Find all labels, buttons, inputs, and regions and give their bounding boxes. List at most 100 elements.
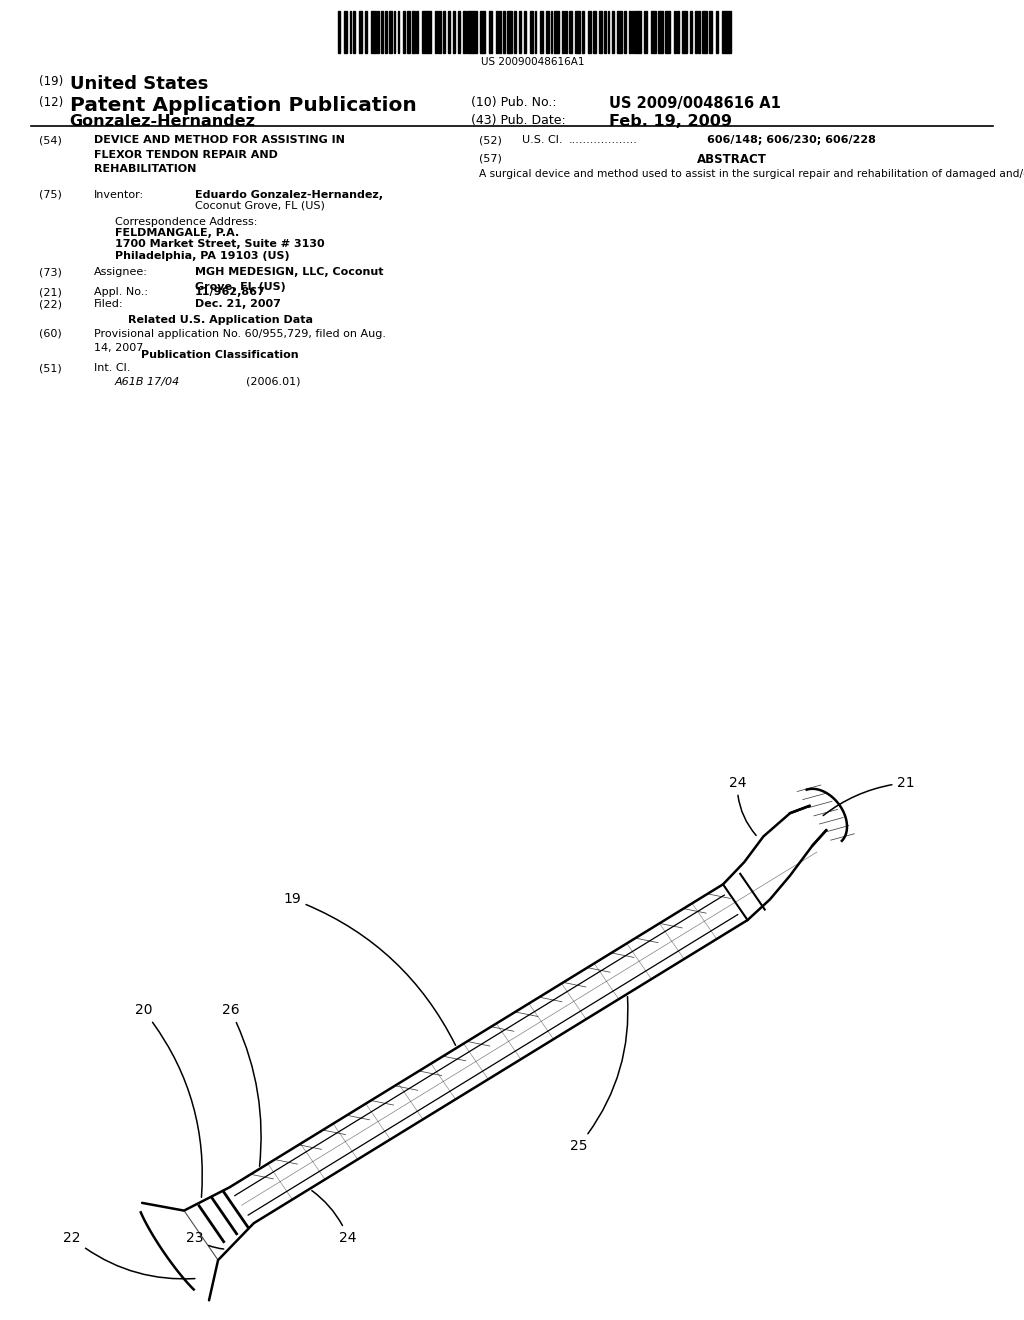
Bar — [674, 12, 676, 53]
Bar — [381, 12, 383, 53]
Bar — [514, 12, 516, 53]
Bar — [574, 12, 580, 53]
Bar — [349, 12, 351, 53]
Bar — [583, 12, 585, 53]
Bar — [565, 12, 567, 53]
Text: Gonzalez-Hernandez: Gonzalez-Hernandez — [70, 115, 256, 129]
Bar — [624, 12, 626, 53]
Bar — [616, 12, 622, 53]
Bar — [459, 12, 460, 53]
Text: 11/962,867: 11/962,867 — [195, 288, 265, 297]
Bar — [599, 12, 602, 53]
Text: Int. Cl.: Int. Cl. — [94, 363, 131, 374]
Bar — [365, 12, 367, 53]
Bar — [710, 12, 713, 53]
Text: (10) Pub. No.:: (10) Pub. No.: — [471, 96, 557, 110]
Bar — [547, 12, 550, 53]
Text: US 2009/0048616 A1: US 2009/0048616 A1 — [609, 96, 781, 111]
Bar — [416, 12, 418, 53]
Text: ABSTRACT: ABSTRACT — [697, 153, 767, 166]
Text: (75): (75) — [39, 190, 61, 199]
Text: Filed:: Filed: — [94, 300, 124, 309]
Text: MGH MEDESIGN, LLC, Coconut
Grove, FL (US): MGH MEDESIGN, LLC, Coconut Grove, FL (US… — [195, 267, 383, 292]
Bar — [393, 12, 395, 53]
Bar — [682, 12, 687, 53]
Bar — [358, 12, 361, 53]
Bar — [666, 12, 671, 53]
Bar — [551, 12, 553, 53]
Text: 22: 22 — [62, 1230, 195, 1279]
Bar — [438, 12, 441, 53]
Text: (52): (52) — [479, 136, 502, 145]
Bar — [385, 12, 387, 53]
Text: 25: 25 — [569, 997, 628, 1152]
Text: (2006.01): (2006.01) — [246, 378, 300, 387]
Bar — [678, 12, 679, 53]
Bar — [632, 12, 634, 53]
Text: Appl. No.:: Appl. No.: — [94, 288, 148, 297]
Text: 23: 23 — [185, 1230, 223, 1249]
Text: A surgical device and method used to assist in the surgical repair and rehabilit: A surgical device and method used to ass… — [479, 169, 1024, 178]
Text: (12): (12) — [39, 96, 63, 110]
Text: United States: United States — [70, 75, 208, 94]
Text: (21): (21) — [39, 288, 61, 297]
Text: 20: 20 — [134, 1003, 203, 1197]
Bar — [408, 12, 411, 53]
Text: Related U.S. Application Data: Related U.S. Application Data — [128, 314, 312, 325]
Bar — [402, 12, 404, 53]
Bar — [702, 12, 708, 53]
Bar — [629, 12, 631, 53]
Bar — [463, 12, 466, 53]
Text: (60): (60) — [39, 329, 61, 339]
Bar — [480, 12, 485, 53]
Text: 1700 Market Street, Suite # 3130: 1700 Market Street, Suite # 3130 — [115, 239, 325, 249]
Bar — [435, 12, 436, 53]
Bar — [488, 12, 492, 53]
Bar — [519, 12, 520, 53]
Bar — [593, 12, 596, 53]
Text: 21: 21 — [823, 776, 915, 816]
Bar — [607, 12, 609, 53]
Bar — [344, 12, 347, 53]
Bar — [716, 12, 718, 53]
Bar — [397, 12, 399, 53]
Text: (22): (22) — [39, 300, 61, 309]
Text: Correspondence Address:: Correspondence Address: — [115, 216, 257, 227]
Text: 26: 26 — [221, 1003, 261, 1167]
Bar — [569, 12, 572, 53]
Bar — [454, 12, 456, 53]
Text: Publication Classification: Publication Classification — [141, 350, 299, 360]
Bar — [467, 12, 476, 53]
Text: Provisional application No. 60/955,729, filed on Aug.
14, 2007.: Provisional application No. 60/955,729, … — [94, 329, 386, 354]
Text: 19: 19 — [283, 892, 456, 1045]
Text: (43) Pub. Date:: (43) Pub. Date: — [471, 115, 566, 127]
Text: (51): (51) — [39, 363, 61, 374]
Bar — [422, 12, 431, 53]
Bar — [389, 12, 392, 53]
Bar — [503, 12, 505, 53]
Bar — [353, 12, 355, 53]
Bar — [338, 12, 340, 53]
Text: Eduardo Gonzalez-Hernandez,: Eduardo Gonzalez-Hernandez, — [195, 190, 383, 199]
Bar — [636, 12, 641, 53]
Bar — [612, 12, 614, 53]
Bar — [554, 12, 559, 53]
Text: Philadelphia, PA 19103 (US): Philadelphia, PA 19103 (US) — [115, 251, 290, 260]
Text: US 20090048616A1: US 20090048616A1 — [480, 57, 585, 67]
Text: (57): (57) — [479, 153, 502, 164]
Bar — [378, 12, 379, 53]
Bar — [443, 12, 445, 53]
Bar — [698, 12, 700, 53]
Text: Patent Application Publication: Patent Application Publication — [70, 96, 417, 115]
Text: Assignee:: Assignee: — [94, 267, 148, 277]
Bar — [412, 12, 415, 53]
Bar — [500, 12, 501, 53]
Bar — [604, 12, 606, 53]
Text: 24: 24 — [312, 1191, 357, 1245]
Bar — [447, 12, 450, 53]
Bar — [562, 12, 564, 53]
Text: (54): (54) — [39, 136, 61, 145]
Text: (73): (73) — [39, 267, 61, 277]
Text: A61B 17/04: A61B 17/04 — [115, 378, 180, 387]
Bar — [690, 12, 692, 53]
